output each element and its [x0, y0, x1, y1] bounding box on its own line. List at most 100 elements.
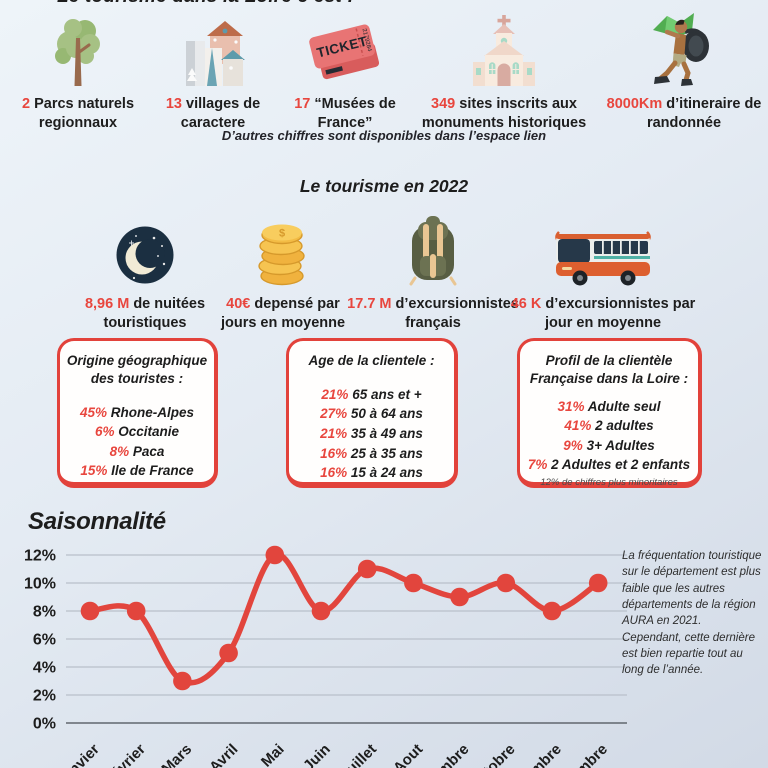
box-origine-geographique: Origine géographique des touristes : 45%…: [57, 338, 218, 488]
svg-text:10%: 10%: [24, 576, 56, 593]
row-pct: 41%: [564, 418, 592, 434]
coin-symbol: $: [279, 228, 285, 240]
svg-text:8%: 8%: [33, 604, 56, 621]
stat-label: 46 K d’excursionnistes par jour en moyen…: [507, 295, 699, 334]
box-rows: 31% Adulte seul 41% 2 adultes 9% 3+ Adul…: [520, 397, 698, 490]
row-pct: 21%: [320, 425, 348, 441]
row-pct: 7%: [527, 457, 548, 473]
village-icon: [181, 12, 245, 88]
box-age-clientele: Age de la clientele : 21% 65 ans et + 27…: [286, 338, 458, 488]
coins-icon: $: [254, 206, 312, 288]
box-footnote: 12% de chiffres plus minoritaires: [540, 476, 678, 488]
row-pct: 16%: [320, 465, 348, 481]
stat-depense: $ 40€ depensé par jours en moyenne: [208, 206, 358, 334]
stat-label: 13 villages de caractere: [152, 95, 274, 134]
row-text: 65 ans et +: [352, 386, 422, 402]
box-row: 8% Paca: [60, 442, 214, 462]
row-pct: 31%: [557, 398, 585, 414]
stat-label: 8000Km d’itineraire de randonnée: [600, 95, 768, 134]
svg-text:Octobre: Octobre: [466, 741, 519, 768]
box-row: 16% 25 à 35 ans: [289, 444, 454, 464]
ticket-serial: 2179284: [361, 28, 373, 53]
stat-label: 40€ depensé par jours en moyenne: [208, 295, 358, 334]
box-title: Origine géographique des touristes :: [66, 353, 208, 386]
row-pct: 21%: [321, 386, 349, 402]
row-pct: 9%: [563, 437, 583, 453]
stat-value: 13: [165, 96, 182, 112]
stat-value: 46 K: [510, 296, 542, 312]
seasonality-title: Saisonnalité: [28, 508, 166, 535]
box-rows: 45% Rhone-Alpes 6% Occitanie 8% Paca 15%…: [60, 403, 214, 481]
stats-row-1: 2 Parcs naturels regionnaux: [0, 12, 768, 162]
row-text: Paca: [132, 443, 165, 459]
stat-villages: 13 villages de caractere: [152, 12, 274, 134]
row-pct: 27%: [320, 406, 348, 422]
row-text: Adulte seul: [587, 398, 661, 414]
stat-randonnee: 8000Km d’itineraire de randonnée: [600, 12, 768, 134]
row-pct: 15%: [80, 463, 108, 479]
stat-value: 8,96 M: [84, 296, 130, 312]
box-title: Profil de la clientèle Française dans la…: [529, 353, 689, 386]
row-pct: 45%: [79, 404, 107, 420]
section-2022-title: Le tourisme en 2022: [299, 176, 469, 196]
svg-text:12%: 12%: [24, 548, 56, 565]
box-rows: 21% 65 ans et + 27% 50 à 64 ans 21% 35 à…: [289, 385, 454, 483]
box-row: 45% Rhone-Alpes: [60, 403, 214, 423]
stat-monuments: 349 sites inscrits aux monuments histori…: [416, 12, 592, 134]
svg-text:4%: 4%: [33, 660, 56, 677]
stat-musees: TICKET 2179284 17 “Musées de France”: [282, 12, 408, 134]
bus-icon: [550, 206, 656, 288]
svg-text:Janvier: Janvier: [54, 741, 103, 768]
stat-value: 349: [431, 96, 456, 112]
box-row: 6% Occitanie: [60, 422, 214, 442]
stat-value: 17: [294, 96, 311, 112]
stat-label: 17.7 M d’excursionnistes français: [345, 295, 521, 334]
box-row: 27% 50 à 64 ans: [289, 404, 454, 424]
stat-text: villages de caractere: [180, 96, 261, 132]
hiker-icon: [647, 12, 721, 88]
ticket-icon: TICKET 2179284: [302, 12, 388, 88]
church-icon: [466, 12, 542, 88]
svg-text:Juillet: Juillet: [337, 741, 380, 768]
row-text: 25 à 35 ans: [350, 445, 423, 461]
box-row: 7% 2 Adultes et 2 enfants: [520, 455, 698, 475]
stat-parcs-naturels: 2 Parcs naturels regionnaux: [13, 12, 143, 134]
row-text: 15 à 24 ans: [350, 465, 423, 481]
box-row: 21% 35 à 49 ans: [289, 424, 454, 444]
note-paragraph-1: La fréquentation touristique sur le dépa…: [622, 550, 762, 628]
svg-text:Juin: Juin: [300, 741, 334, 768]
box-row: 16% 15 à 24 ans: [289, 463, 454, 483]
box-profil-clientele: Profil de la clientèle Française dans la…: [517, 338, 702, 488]
stat-text: d’excursionnistes par jour en moyenne: [544, 296, 696, 332]
page-title: Le tourisme dans la Loire c’est :: [57, 0, 354, 8]
row-pct: 6%: [94, 424, 115, 440]
stat-label: 349 sites inscrits aux monuments histori…: [416, 95, 592, 134]
seasonality-note: La fréquentation touristique sur le dépa…: [622, 548, 766, 679]
tree-icon: [49, 12, 107, 88]
stat-text: sites inscrits aux monuments historiques: [421, 96, 587, 132]
svg-text:Mai: Mai: [258, 741, 288, 768]
svg-text:6%: 6%: [33, 632, 56, 649]
stat-excursionnistes: 17.7 M d’excursionnistes français: [345, 206, 521, 334]
stat-text: de nuitées touristiques: [103, 296, 206, 332]
row-text: 35 à 49 ans: [350, 425, 423, 441]
box-row: 31% Adulte seul: [520, 397, 698, 417]
stat-value: 2: [21, 96, 31, 112]
svg-text:0%: 0%: [33, 716, 56, 733]
row-text: 50 à 64 ans: [350, 406, 423, 422]
stat-label: 8,96 M de nuitées touristiques: [70, 295, 220, 334]
svg-text:Aout: Aout: [390, 741, 426, 768]
svg-text:Mars: Mars: [158, 741, 195, 768]
stat-value: 8000Km: [606, 96, 663, 112]
stat-text: d’excursionnistes français: [395, 296, 519, 332]
stat-excursionnistes-jour: 46 K d’excursionnistes par jour en moyen…: [507, 206, 699, 334]
backpack-icon: [403, 206, 463, 288]
row-text: 3+ Adultes: [586, 437, 655, 453]
stat-value: 17.7 M: [347, 296, 392, 312]
svg-text:Avril: Avril: [206, 741, 241, 768]
row-text: Ile de France: [111, 463, 194, 479]
row-pct: 16%: [320, 445, 348, 461]
row-text: Rhone-Alpes: [110, 404, 195, 420]
stat-label: 17 “Musées de France”: [282, 95, 408, 134]
